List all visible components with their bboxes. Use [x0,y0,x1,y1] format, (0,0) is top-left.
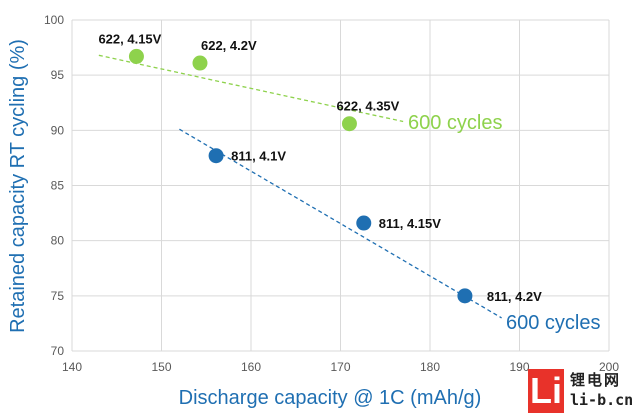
tick-labels: 140 150 160 170 180 190 200 70 75 80 85 90 95 100 [44,13,619,374]
y-axis-title: Retained capacity RT cycling (%) [7,39,29,333]
data-point-1-0 [208,148,224,164]
logo-url: li-b.cn [570,391,634,409]
data-label-0-0: 622, 4.15V [98,31,161,46]
data-point-1-2 [457,288,473,304]
trendline-0 [98,54,404,123]
data-label-0-2: 622, 4.35V [336,99,399,114]
trendlines [98,54,502,319]
y-tick-label-6: 100 [44,13,64,27]
x-tick-label-6: 200 [599,360,619,374]
x-tick-label-4: 180 [420,360,440,374]
x-axis-title: Discharge capacity @ 1C (mAh/g) [179,387,482,409]
x-tick-label-2: 160 [241,360,261,374]
x-tick-label-0: 140 [62,360,82,374]
data-point-0-1 [192,55,208,71]
y-tick-label-3: 85 [51,179,65,193]
data-label-0-1: 622, 4.2V [201,38,257,53]
green-series-annotation: 600 cycles [408,112,503,134]
data-points [128,48,473,304]
data-label-1-0: 811, 4.1V [231,149,286,164]
y-tick-label-0: 70 [51,344,65,358]
y-tick-label-1: 75 [51,289,65,303]
data-point-1-1 [356,215,372,231]
x-tick-label-1: 150 [151,360,171,374]
watermark-logo: Li 锂电网 li-b.cn [528,369,636,413]
y-tick-label-4: 90 [51,123,65,137]
logo-chinese-text: 锂电网 [570,371,622,389]
data-label-1-2: 811, 4.2V [487,289,542,304]
logo-mark: Li [528,369,564,413]
grid-lines [71,19,610,352]
x-tick-label-3: 170 [330,360,350,374]
trendline-1 [179,128,502,319]
blue-series-annotation: 600 cycles [506,312,601,334]
data-point-0-0 [128,48,144,64]
data-point-0-2 [341,116,357,132]
y-tick-label-2: 80 [51,234,65,248]
x-tick-label-5: 190 [509,360,529,374]
data-label-1-1: 811, 4.15V [379,216,441,231]
y-tick-label-5: 95 [51,68,65,82]
point-labels: 622, 4.15V 622, 4.2V 622, 4.35V 811, 4.1V 81… [98,31,542,303]
